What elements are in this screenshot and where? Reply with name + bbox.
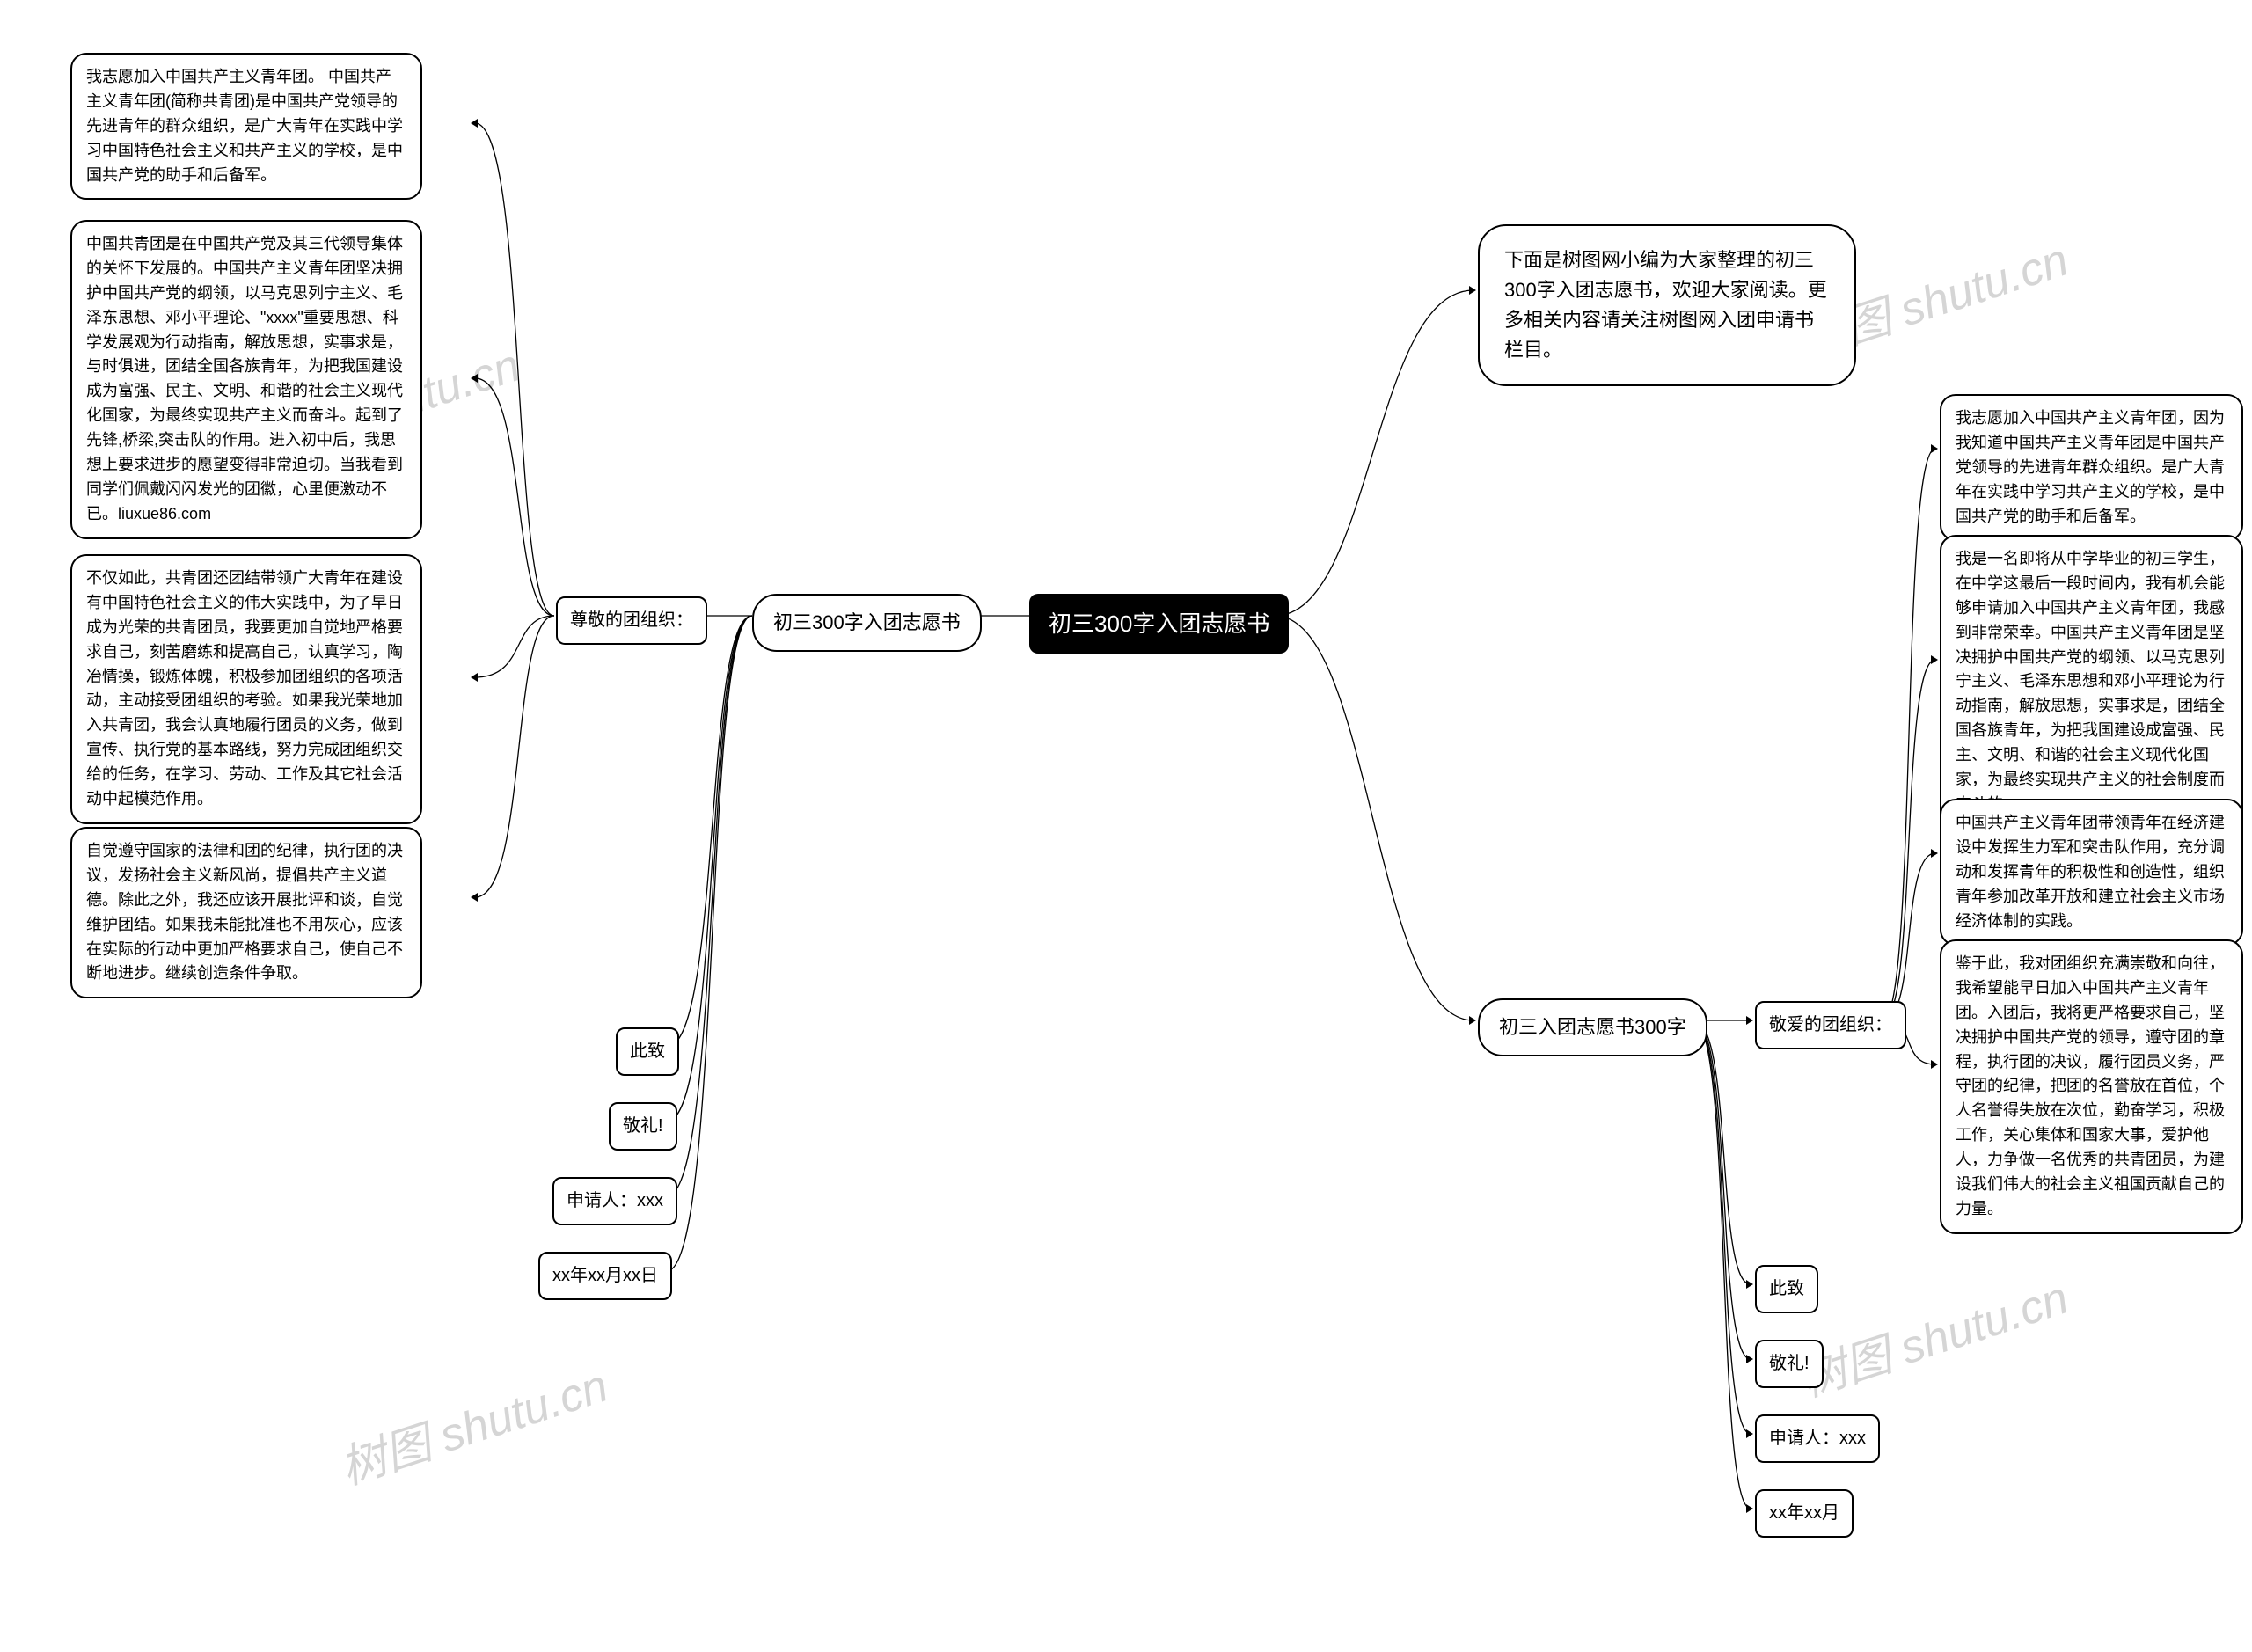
watermark: 树图 shutu.cn [1791, 1261, 2075, 1409]
arrow-icon [471, 119, 478, 128]
arrow-icon [471, 374, 478, 383]
right-closing-node: xx年xx月 [1755, 1489, 1854, 1538]
right-para-text: 鉴于此，我对团组织充满崇敬和向往，我希望能早日加入中国共产主义青年团。入团后，我… [1956, 954, 2225, 1217]
right-salutation-node: 敬爱的团组织： [1755, 1001, 1906, 1049]
left-para-text: 不仅如此，共青团还团结带领广大青年在建设有中国特色社会主义的伟大实践中，为了早日… [86, 569, 403, 808]
intro-node: 下面是树图网小编为大家整理的初三300字入团志愿书，欢迎大家阅读。更多相关内容请… [1478, 224, 1856, 386]
left-para-node: 我志愿加入中国共产主义青年团。 中国共产主义青年团(简称共青团)是中国共产党领导… [70, 53, 422, 200]
left-closing-node: 此致 [616, 1027, 679, 1076]
left-closing-text: 申请人：xxx [567, 1191, 663, 1210]
arrow-icon [1746, 1429, 1753, 1438]
right-para-node: 鉴于此，我对团组织充满崇敬和向往，我希望能早日加入中国共产主义青年团。入团后，我… [1940, 939, 2243, 1234]
right-para-text: 中国共产主义青年团带领青年在经济建设中发挥生力军和突击队作用，充分调动和发挥青年… [1956, 814, 2225, 930]
right-para-text: 我是一名即将从中学毕业的初三学生，在中学这最后一段时间内，我有机会能够申请加入中… [1956, 550, 2225, 813]
left-para-node: 自觉遵守国家的法律和团的纪律，执行团的决议，发扬社会主义新风尚，提倡共产主义道德… [70, 827, 422, 998]
arrow-icon [1746, 1016, 1753, 1025]
arrow-icon [471, 893, 478, 902]
left-salutation-node: 尊敬的团组织： [556, 596, 707, 645]
arrow-icon [1931, 655, 1938, 664]
left-closing-node: 申请人：xxx [552, 1177, 677, 1225]
right-closing-text: xx年xx月 [1769, 1503, 1839, 1523]
right-salutation-text: 敬爱的团组织： [1769, 1015, 1892, 1034]
left-closing-text: 此致 [630, 1042, 665, 1061]
right-para-node: 中国共产主义青年团带领青年在经济建设中发挥生力军和突击队作用，充分调动和发挥青年… [1940, 799, 2243, 946]
left-para-text: 自觉遵守国家的法律和团的纪律，执行团的决议，发扬社会主义新风尚，提倡共产主义道德… [86, 842, 403, 982]
arrow-icon [1931, 1060, 1938, 1069]
right-closing-node: 敬礼! [1755, 1340, 1824, 1388]
arrow-icon [1746, 1504, 1753, 1513]
left-branch-label: 初三300字入团志愿书 [773, 611, 961, 633]
right-closing-node: 此致 [1755, 1265, 1818, 1313]
right-para-text: 我志愿加入中国共产主义青年团，因为我知道中国共产主义青年团是中国共产党领导的先进… [1956, 409, 2225, 525]
arrow-icon [1469, 286, 1476, 295]
left-para-text: 中国共青团是在中国共产党及其三代领导集体的关怀下发展的。中国共产主义青年团坚决拥… [86, 235, 403, 523]
arrow-icon [1746, 1280, 1753, 1289]
right-para-node: 我志愿加入中国共产主义青年团，因为我知道中国共产主义青年团是中国共产党领导的先进… [1940, 394, 2243, 541]
left-para-node: 中国共青团是在中国共产党及其三代领导集体的关怀下发展的。中国共产主义青年团坚决拥… [70, 220, 422, 539]
watermark: 树图 shutu.cn [331, 1349, 615, 1497]
left-para-text: 我志愿加入中国共产主义青年团。 中国共产主义青年团(简称共青团)是中国共产党领导… [86, 68, 403, 184]
right-branch-label: 初三入团志愿书300字 [1499, 1016, 1686, 1038]
right-branch-node: 初三入团志愿书300字 [1478, 998, 1707, 1056]
arrow-icon [1931, 849, 1938, 858]
left-branch-node: 初三300字入团志愿书 [752, 594, 982, 652]
arrow-icon [1469, 1016, 1476, 1025]
right-closing-text: 申请人：xxx [1769, 1429, 1866, 1448]
left-closing-node: 敬礼! [609, 1102, 677, 1151]
arrow-icon [471, 673, 478, 682]
right-closing-node: 申请人：xxx [1755, 1414, 1880, 1463]
left-closing-node: xx年xx月xx日 [538, 1252, 672, 1300]
left-closing-text: xx年xx月xx日 [552, 1266, 658, 1285]
root-label: 初三300字入团志愿书 [1049, 610, 1269, 637]
right-closing-text: 敬礼! [1769, 1354, 1810, 1373]
right-closing-text: 此致 [1769, 1279, 1804, 1298]
left-closing-text: 敬礼! [623, 1116, 663, 1136]
left-para-node: 不仅如此，共青团还团结带领广大青年在建设有中国特色社会主义的伟大实践中，为了早日… [70, 554, 422, 824]
arrow-icon [1931, 444, 1938, 453]
left-salutation-text: 尊敬的团组织： [570, 610, 693, 630]
right-para-node: 我是一名即将从中学毕业的初三学生，在中学这最后一段时间内，我有机会能够申请加入中… [1940, 535, 2243, 830]
arrow-icon [1746, 1355, 1753, 1363]
intro-text: 下面是树图网小编为大家整理的初三300字入团志愿书，欢迎大家阅读。更多相关内容请… [1504, 249, 1827, 361]
root-node: 初三300字入团志愿书 [1029, 594, 1289, 654]
